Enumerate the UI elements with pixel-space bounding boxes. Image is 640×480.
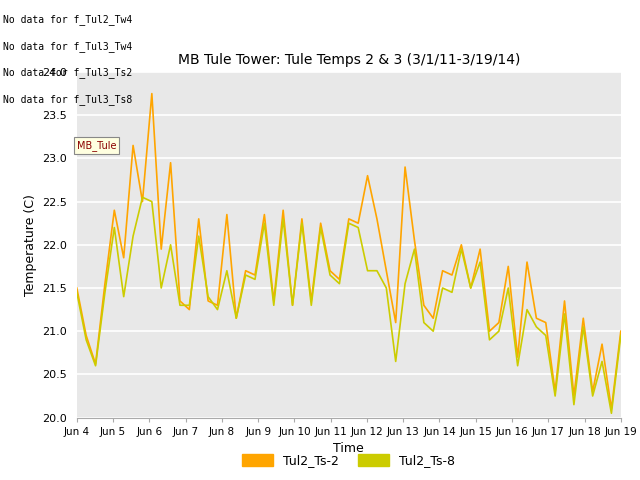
Text: No data for f_Tul3_Ts8: No data for f_Tul3_Ts8 (3, 94, 132, 105)
X-axis label: Time: Time (333, 442, 364, 455)
Legend: Tul2_Ts-2, Tul2_Ts-8: Tul2_Ts-2, Tul2_Ts-8 (236, 447, 461, 474)
Y-axis label: Temperature (C): Temperature (C) (24, 194, 36, 296)
Text: MB_Tule: MB_Tule (77, 140, 116, 151)
Text: No data for f_Tul3_Ts2: No data for f_Tul3_Ts2 (3, 67, 132, 78)
Text: No data for f_Tul2_Tw4: No data for f_Tul2_Tw4 (3, 14, 132, 25)
Text: No data for f_Tul3_Tw4: No data for f_Tul3_Tw4 (3, 41, 132, 52)
Title: MB Tule Tower: Tule Temps 2 & 3 (3/1/11-3/19/14): MB Tule Tower: Tule Temps 2 & 3 (3/1/11-… (178, 53, 520, 67)
